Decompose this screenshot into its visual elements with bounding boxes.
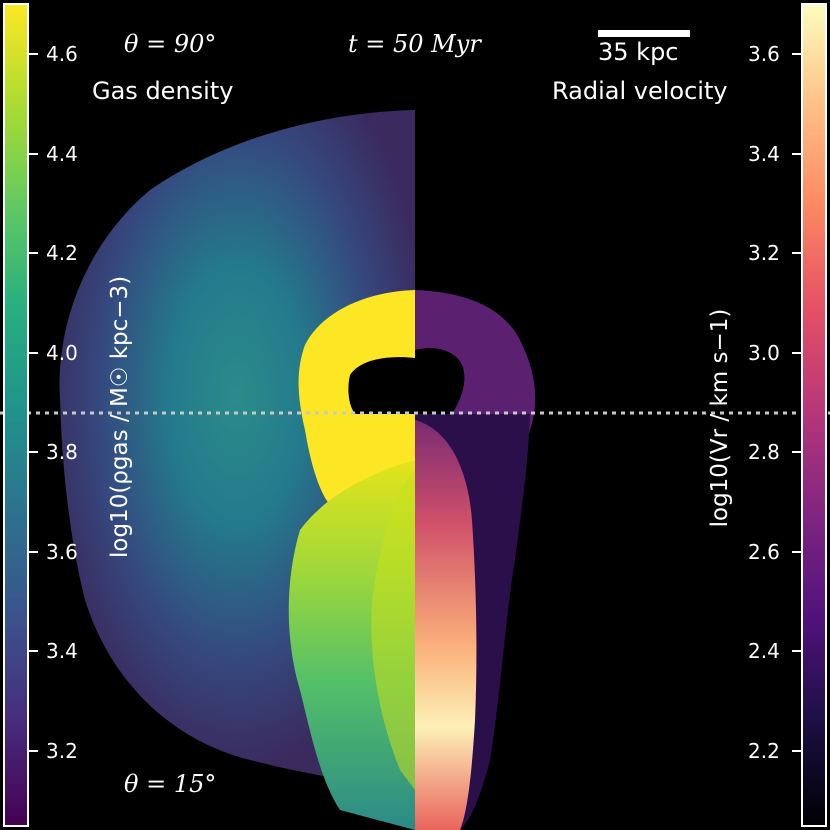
velocity-tick-label: 3.4	[748, 142, 780, 166]
density-tick-label: 3.6	[46, 540, 78, 564]
velocity-tick-label: 2.4	[748, 639, 780, 663]
velocity-panel	[415, 290, 536, 830]
velocity-colorbar	[792, 3, 827, 827]
velocity-colorbar-ticks	[792, 53, 802, 752]
scale-bar	[598, 30, 690, 37]
scale-bar-label: 35 kpc	[598, 38, 679, 66]
density-panel	[59, 110, 415, 830]
theta-bottom-label: θ = 15°	[124, 770, 217, 798]
density-colorbar-label: log10(ρgas / M☉ kpc−3)	[107, 275, 133, 558]
density-tick-label: 4.2	[46, 241, 78, 265]
cavity-velocity	[415, 348, 465, 414]
left-panel-title: Gas density	[92, 77, 234, 105]
density-tick-label: 4.6	[46, 42, 78, 66]
density-colorbar	[3, 3, 38, 827]
density-tick-label: 3.2	[46, 739, 78, 763]
tail-velocity	[415, 420, 477, 830]
density-tick-label: 4.0	[46, 341, 78, 365]
density-tick-label: 3.4	[46, 639, 78, 663]
velocity-tick-label: 3.6	[748, 42, 780, 66]
velocity-tick-label: 2.2	[748, 739, 780, 763]
tail-density-core	[371, 470, 415, 790]
velocity-tick-label: 3.2	[748, 241, 780, 265]
velocity-tick-label: 2.6	[748, 540, 780, 564]
density-colorbar-ticks	[28, 53, 38, 752]
time-label: t = 50 Myr	[348, 30, 481, 58]
velocity-tick-label: 3.0	[748, 341, 780, 365]
density-tick-label: 4.4	[46, 142, 78, 166]
theta-top-label: θ = 90°	[124, 30, 217, 58]
cavity-density	[348, 357, 415, 414]
right-panel-title: Radial velocity	[552, 77, 728, 105]
density-tick-label: 3.8	[46, 440, 78, 464]
velocity-tick-label: 2.8	[748, 440, 780, 464]
velocity-colorbar-label: log10(Vr / km s−1)	[707, 308, 733, 528]
